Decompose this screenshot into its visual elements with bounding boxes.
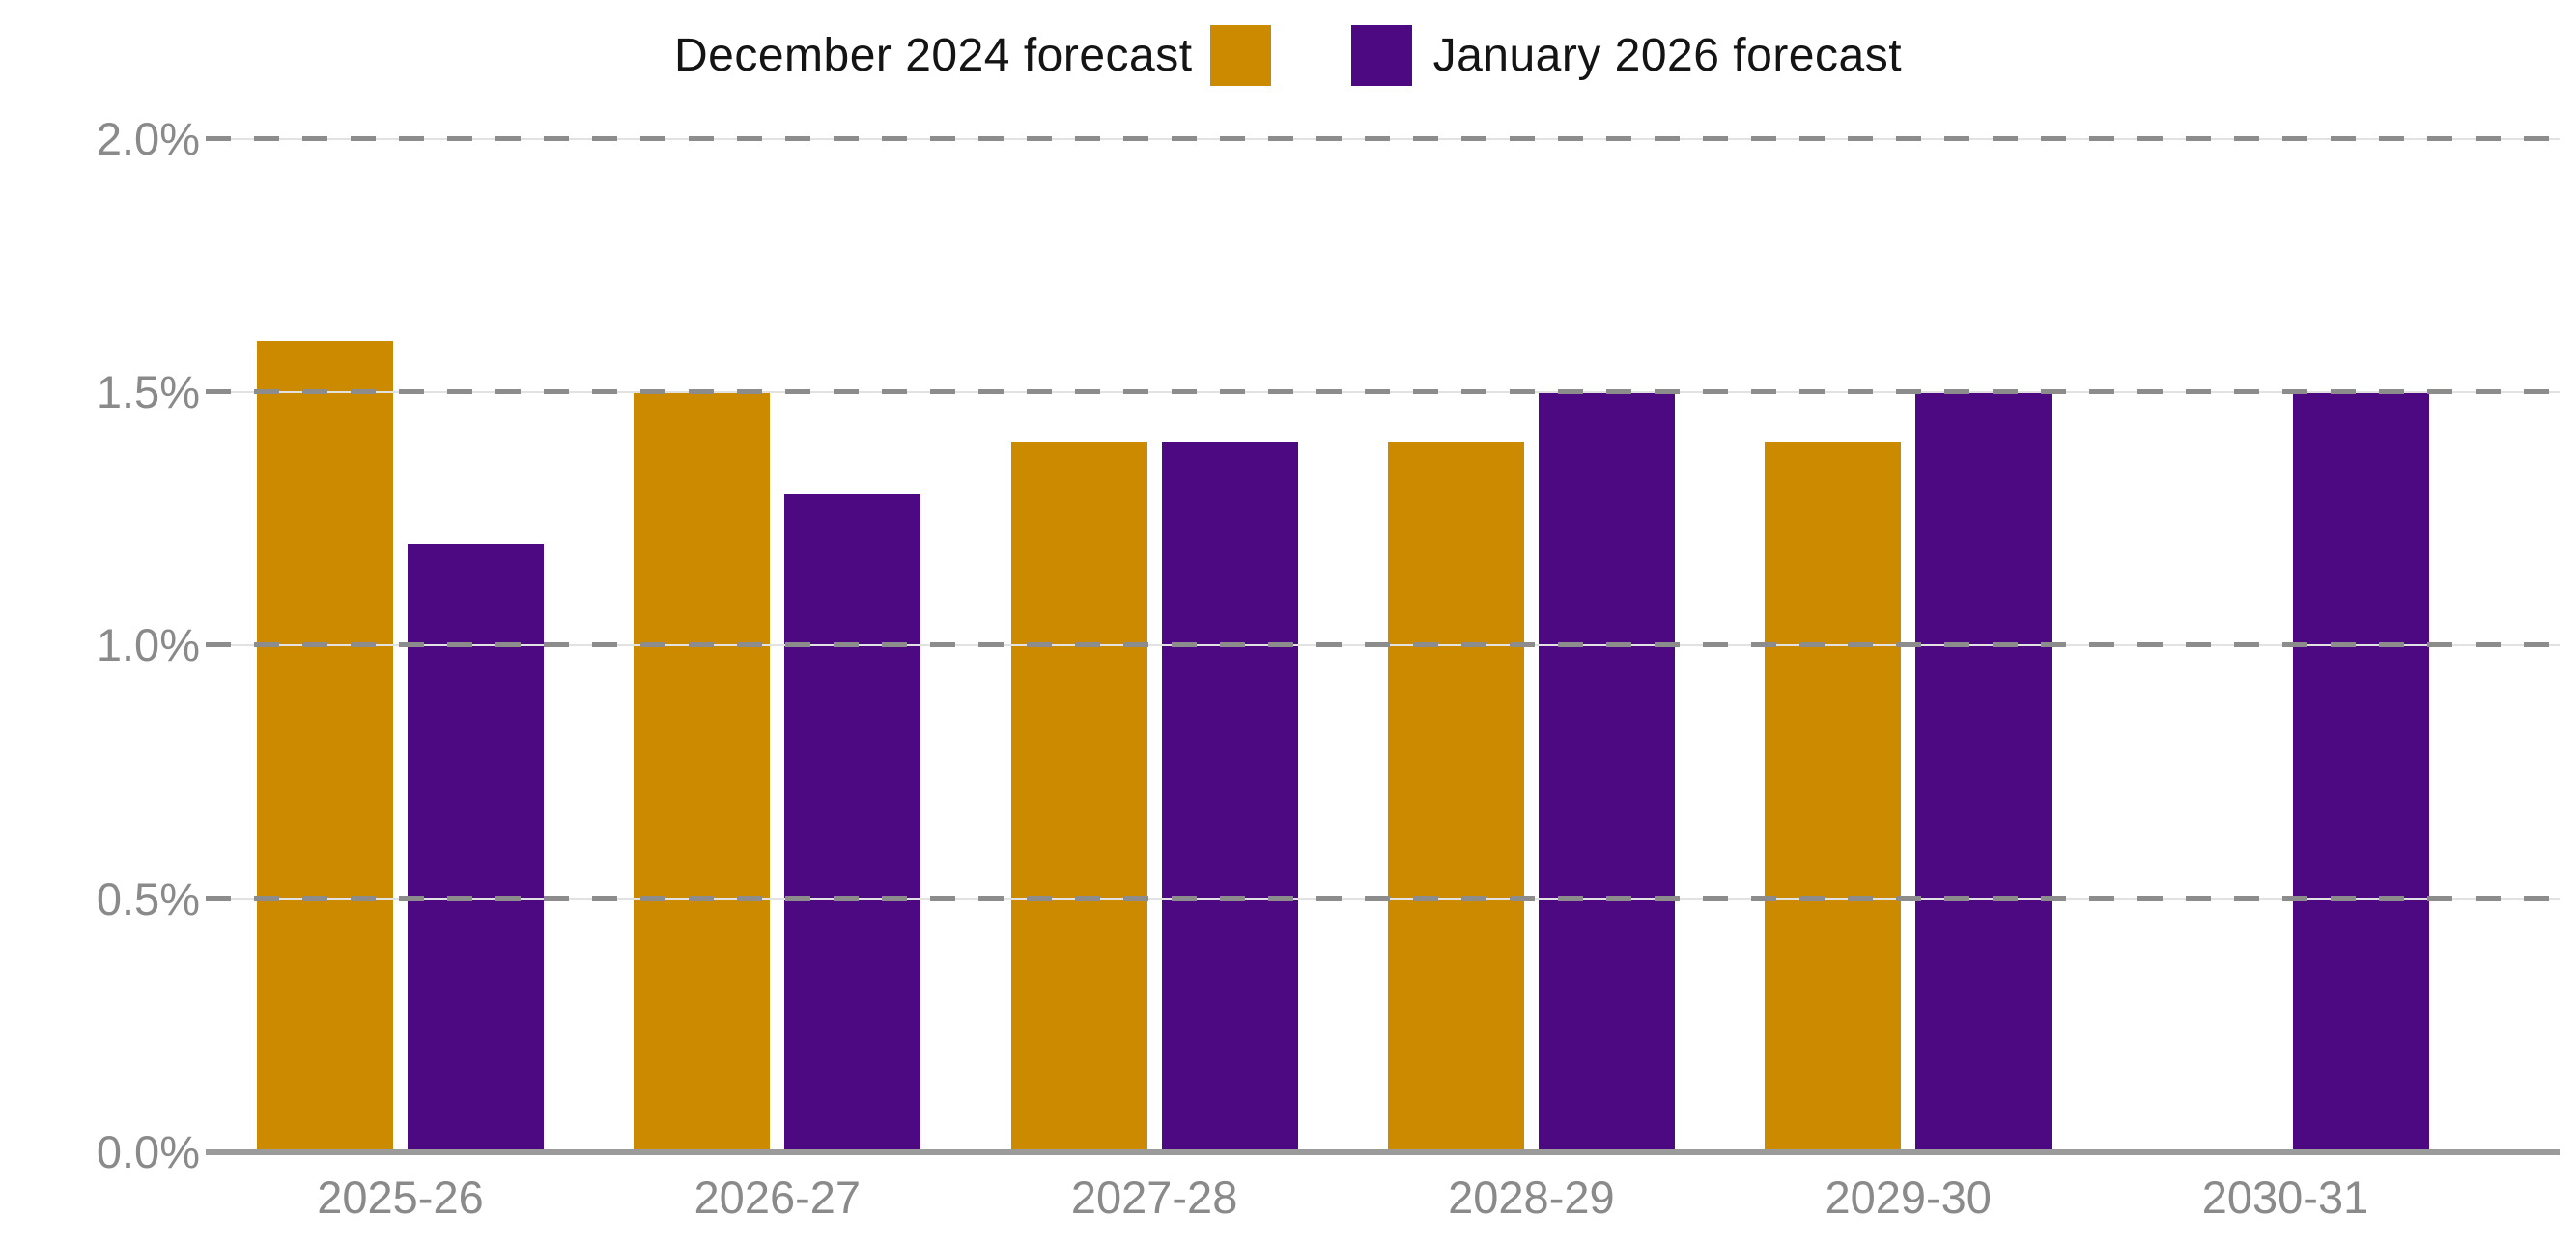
gridline-dashed-2.0% [206, 135, 2560, 141]
x-axis-tick-label: 2029-30 [1825, 1172, 1992, 1223]
x-axis-tick-label: 2028-29 [1448, 1172, 1615, 1223]
y-axis-tick-label: 0.0% [96, 1126, 200, 1177]
legend-swatch-january-2026-forecast [1350, 24, 1412, 86]
bar-january-2026-forecast-2028-29 [1538, 391, 1675, 1152]
legend-label-january-2026-forecast: January 2026 forecast [1432, 29, 1903, 81]
gridline-dashed-1.5% [206, 388, 2560, 394]
legend-label-december-2024-forecast: December 2024 forecast [673, 29, 1193, 81]
gridline-dashed-0.5% [206, 895, 2560, 901]
bar-january-2026-forecast-2029-30 [1915, 391, 2052, 1152]
bar-december-2024-forecast-2029-30 [1765, 442, 1902, 1152]
bar-january-2026-forecast-2030-31 [2292, 391, 2429, 1152]
y-axis-tick-label: 2.0% [96, 112, 200, 164]
bar-january-2026-forecast-2027-28 [1161, 442, 1298, 1152]
bar-december-2024-forecast-2027-28 [1010, 442, 1147, 1152]
y-axis-tick-label: 1.0% [96, 619, 200, 671]
bar-december-2024-forecast-2028-29 [1387, 442, 1524, 1152]
y-axis-tick-label: 0.5% [96, 872, 200, 924]
legend-swatch-december-2024-forecast [1209, 24, 1271, 86]
bar-january-2026-forecast-2026-27 [784, 493, 921, 1152]
x-axis-tick-label: 2026-27 [694, 1172, 862, 1223]
y-axis-tick-label: 1.5% [96, 365, 200, 417]
x-axis-tick-label: 2030-31 [2201, 1172, 2369, 1223]
bar-december-2024-forecast-2026-27 [634, 391, 771, 1152]
gridline-dashed-1.0% [206, 642, 2560, 648]
bar-january-2026-forecast-2025-26 [408, 544, 544, 1152]
bar-december-2024-forecast-2025-26 [257, 341, 393, 1152]
x-axis-line [206, 1149, 2560, 1155]
x-axis-tick-label: 2027-28 [1070, 1172, 1238, 1223]
x-axis-tick-label: 2025-26 [317, 1172, 484, 1223]
chart-legend: December 2024 forecast January 2026 fore… [0, 23, 2576, 87]
